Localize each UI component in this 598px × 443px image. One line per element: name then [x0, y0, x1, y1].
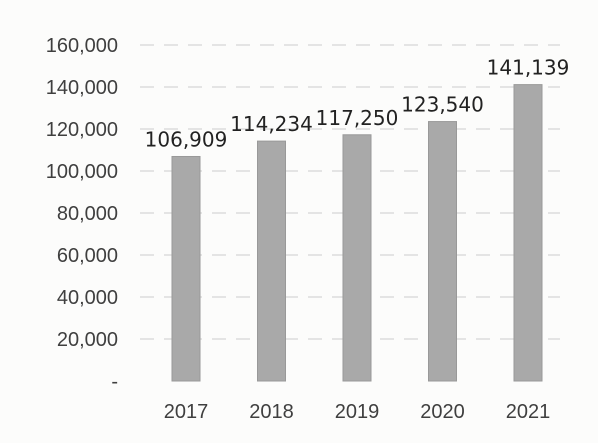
data-label-2019: 117,250 [316, 106, 399, 130]
x-tick-label-2019: 2019 [335, 401, 380, 423]
x-axis-ticks: 2017 2018 2019 2020 2021 [164, 401, 551, 423]
data-label-2020: 123,540 [401, 93, 484, 117]
y-tick-label: 80,000 [57, 203, 118, 225]
y-tick-label: 120,000 [46, 119, 118, 141]
bar-2018 [257, 140, 286, 382]
bar-2019 [342, 134, 372, 382]
bar-2020 [428, 121, 457, 382]
bar-2021 [513, 84, 543, 382]
gridlines [140, 44, 560, 340]
bar-2017 [171, 155, 201, 382]
x-tick-label-2021: 2021 [506, 401, 551, 423]
data-label-2021: 141,139 [487, 56, 570, 80]
y-tick-label: 60,000 [57, 245, 118, 267]
x-tick-label-2018: 2018 [249, 401, 294, 423]
y-tick-label: 20,000 [57, 329, 118, 351]
x-tick-label-2017: 2017 [164, 401, 209, 423]
x-tick-label-2020: 2020 [420, 401, 465, 423]
y-axis-ticks: - 20,000 40,000 60,000 80,000 100,000 120,000 1… [46, 35, 118, 393]
y-tick-label: - [111, 371, 118, 393]
y-tick-label: 100,000 [46, 161, 118, 183]
bars [171, 84, 543, 382]
y-tick-label: 160,000 [46, 35, 118, 57]
data-label-2018: 114,234 [230, 112, 313, 136]
data-label-2017: 106,909 [145, 127, 228, 151]
y-tick-label: 40,000 [57, 287, 118, 309]
y-tick-label: 140,000 [46, 77, 118, 99]
